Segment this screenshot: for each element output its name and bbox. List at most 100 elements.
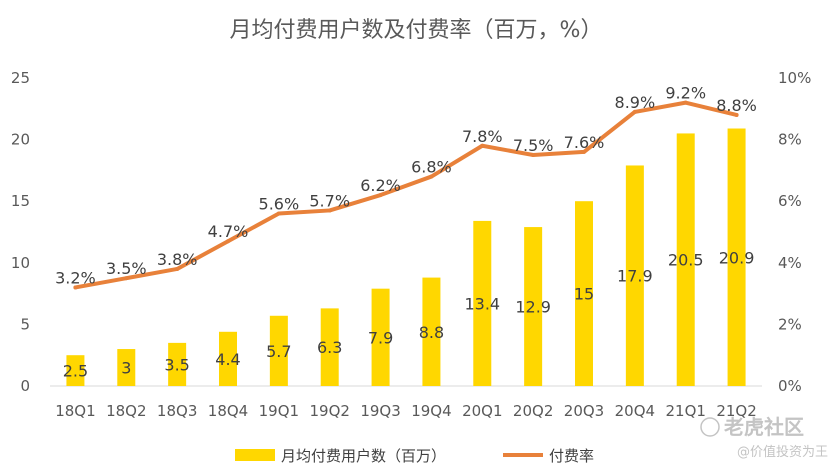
legend: 月均付费用户数（百万） 付费率 (235, 447, 594, 465)
line-point (632, 109, 637, 114)
bar-value-label: 13.4 (464, 294, 500, 313)
x-axis-categories: 18Q1 18Q2 18Q3 18Q4 19Q1 19Q2 19Q3 19Q4 20Q1 20Q2… (55, 402, 757, 420)
x-category-label: 19Q4 (411, 402, 451, 420)
bar (422, 277, 441, 386)
y-left-tick-label: 5 (20, 315, 30, 333)
line-point (683, 100, 688, 105)
y-left-tick-label: 15 (11, 192, 30, 210)
x-category-label: 19Q1 (259, 402, 299, 420)
y-right-tick-label: 2% (778, 315, 802, 333)
bar-value-label: 3 (121, 359, 131, 378)
line-point (276, 211, 281, 216)
bar-value-label: 17.9 (617, 267, 653, 286)
line-path (73, 100, 739, 290)
line-value-label: 6.2% (360, 176, 401, 195)
x-category-label: 21Q2 (716, 402, 756, 420)
bar-value-label: 7.9 (368, 328, 393, 347)
line-point (175, 266, 180, 271)
line-point (734, 112, 739, 117)
bar-value-label: 12.9 (515, 298, 551, 317)
x-category-label: 21Q1 (665, 402, 705, 420)
x-category-label: 20Q2 (513, 402, 553, 420)
bar-value-label: 6.3 (317, 338, 342, 357)
bar (676, 133, 695, 386)
bar-labels: 2.5 3 3.5 4.4 5.7 6.3 7.9 8.8 13.4 12.9 15 17.9 20.5… (63, 248, 755, 380)
line-value-label: 8.8% (716, 96, 757, 115)
watermark: 老虎社区 @价值投资为王 (700, 415, 828, 460)
x-category-label: 18Q3 (157, 402, 197, 420)
line-point (73, 285, 78, 290)
bar (575, 201, 593, 386)
line-value-label: 7.8% (462, 127, 503, 146)
x-category-label: 18Q2 (106, 402, 146, 420)
bar-value-label: 2.5 (63, 362, 88, 381)
line-value-label: 9.2% (665, 84, 706, 103)
line-point (480, 143, 485, 148)
bar-value-label: 20.9 (719, 248, 755, 267)
line-value-label: 7.5% (513, 136, 554, 155)
bar (219, 331, 237, 386)
y-right-tick-label: 0% (778, 377, 802, 395)
line-value-label: 3.8% (157, 250, 198, 269)
x-category-label: 19Q2 (309, 402, 349, 420)
x-category-label: 20Q1 (462, 402, 502, 420)
bar-value-label: 8.8 (419, 323, 444, 342)
y-right-tick-label: 8% (778, 131, 802, 149)
line-point (124, 276, 129, 281)
legend-label-bar: 月均付费用户数（百万） (281, 447, 446, 465)
line-value-label: 4.7% (208, 222, 249, 241)
y-left-tick-label: 10 (11, 254, 30, 272)
x-category-label: 19Q3 (360, 402, 400, 420)
bar-value-label: 5.7 (266, 342, 291, 361)
line-point (226, 239, 230, 244)
line-value-label: 3.2% (55, 268, 96, 287)
line-value-label: 3.5% (106, 259, 147, 278)
line-point (531, 153, 536, 157)
bar (371, 288, 390, 386)
watermark-sub: @价值投资为王 (737, 444, 828, 460)
bar (269, 315, 288, 386)
x-category-label: 20Q3 (564, 402, 604, 420)
bar (320, 308, 339, 386)
watermark-main: 老虎社区 (724, 415, 804, 439)
bar-value-label: 4.4 (215, 350, 240, 369)
y-right-tick-label: 10% (778, 69, 811, 87)
bar (625, 165, 644, 386)
y-axis-right: 0% 2% 4% 6% 8% 10% (778, 69, 811, 395)
x-category-label: 20Q4 (615, 402, 655, 420)
bar-value-label: 15 (574, 285, 594, 304)
tiger-logo-icon (700, 417, 720, 437)
y-right-tick-label: 4% (778, 254, 802, 272)
x-category-label: 18Q1 (55, 402, 95, 420)
line-point (378, 193, 383, 198)
y-left-tick-label: 20 (11, 131, 30, 149)
line-value-label: 7.6% (564, 133, 605, 152)
bar (727, 128, 746, 386)
line-point (582, 149, 586, 154)
x-category-label: 18Q4 (208, 402, 248, 420)
bar-series (66, 128, 746, 386)
line-value-label: 6.8% (411, 158, 452, 177)
chart-title: 月均付费用户数及付费率（百万，%） (230, 18, 603, 43)
y-left-tick-label: 0 (20, 377, 30, 395)
legend-swatch-bar (235, 449, 275, 461)
bar (117, 349, 136, 386)
bar-value-label: 3.5 (164, 355, 189, 374)
line-labels: 3.2% 3.5% 3.8% 4.7% 5.6% 5.7% 6.2% 6.8% 7.8% 7.5%… (55, 84, 757, 288)
bar (66, 355, 85, 386)
bar (524, 227, 543, 386)
y-right-tick-label: 6% (778, 192, 802, 210)
bar (168, 342, 187, 386)
line-point (327, 208, 332, 213)
bar-value-label: 20.5 (668, 251, 704, 270)
legend-label-line: 付费率 (549, 447, 594, 465)
bar (473, 220, 492, 386)
line-value-label: 5.6% (259, 195, 300, 214)
y-axis-left: 0 5 10 15 20 25 (11, 69, 30, 395)
line-value-label: 8.9% (615, 93, 656, 112)
line-value-label: 5.7% (309, 191, 350, 210)
line-series (73, 100, 739, 290)
y-left-tick-label: 25 (11, 69, 30, 87)
line-point (429, 174, 434, 179)
